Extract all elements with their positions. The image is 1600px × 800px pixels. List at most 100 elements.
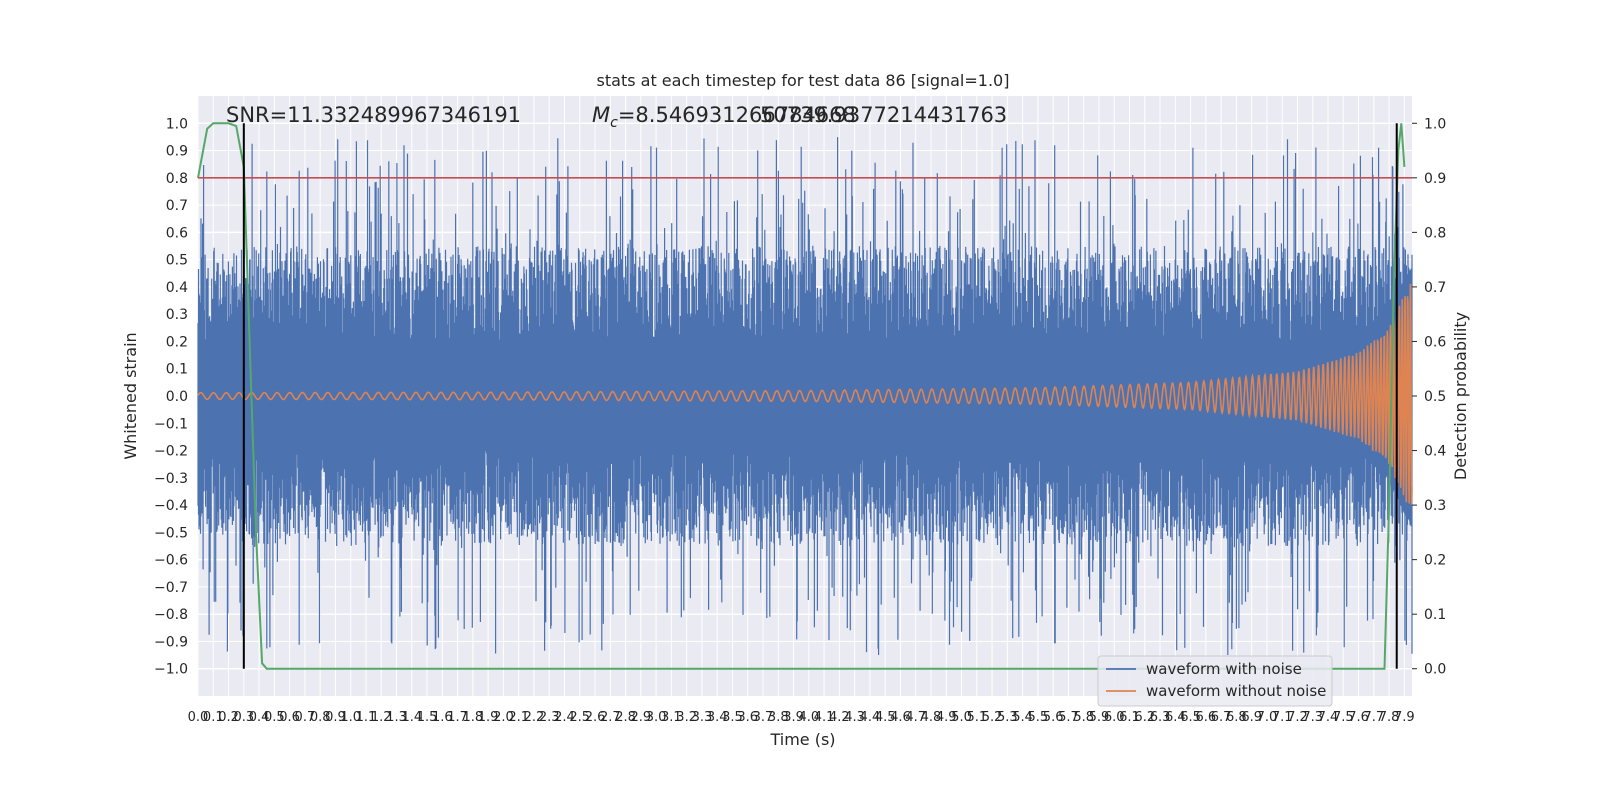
x-tick-label: 3.3 — [692, 710, 713, 725]
x-tick-label: 3.8 — [768, 710, 789, 725]
x-tick-label: 7.1 — [1272, 710, 1293, 725]
y-axis-ticks: −1.0 −0.9 −0.8 −0.7 −0.6 −0.5 −0.4 −0.3 −0.2 −0.1… — [154, 116, 188, 677]
x-tick-label: 7.7 — [1363, 710, 1384, 725]
y2-tick-label: 0.2 — [1424, 553, 1446, 569]
x-tick-label: 5.9 — [1089, 710, 1110, 725]
y2-tick-label: 0.0 — [1424, 662, 1446, 678]
y-tick-label: 1.0 — [166, 116, 188, 132]
x-tick-label: 3.4 — [707, 710, 728, 725]
x-tick-label: 4.7 — [905, 710, 926, 725]
x-tick-label: 7.2 — [1287, 710, 1308, 725]
x-tick-label: 0.7 — [295, 710, 316, 725]
x-tick-label: 5.1 — [966, 710, 987, 725]
x-tick-label: 0.5 — [264, 710, 285, 725]
x-tick-label: 3.0 — [646, 710, 667, 725]
x-tick-label: 3.6 — [737, 710, 758, 725]
mc-symbol: M — [592, 103, 610, 127]
y-tick-label: 0.3 — [166, 307, 188, 323]
x-tick-label: 1.3 — [386, 710, 407, 725]
legend-label-noise: waveform with noise — [1146, 660, 1302, 678]
y-tick-label: −0.2 — [154, 444, 188, 460]
y-tick-label: 0.2 — [166, 334, 188, 350]
y2-tick-label: 0.3 — [1424, 498, 1446, 514]
signal-trace — [197, 283, 1413, 505]
x-tick-label: 4.8 — [921, 710, 942, 725]
x-tick-label: 5.2 — [982, 710, 1003, 725]
x-axis-label: Time (s) — [769, 730, 835, 749]
x-tick-label: 7.9 — [1394, 710, 1415, 725]
x-tick-label: 4.0 — [798, 710, 819, 725]
legend: waveform with noise waveform without noi… — [1097, 655, 1333, 707]
chart-title: stats at each timestep for test data 86 … — [597, 71, 1010, 90]
x-tick-label: 0.8 — [310, 710, 331, 725]
x-tick-label: 5.7 — [1058, 710, 1079, 725]
x-tick-label: 0.9 — [325, 710, 346, 725]
x-tick-label: 7.5 — [1333, 710, 1354, 725]
x-tick-label: 0.1 — [203, 710, 224, 725]
y-tick-label: −0.1 — [154, 416, 188, 432]
x-tick-label: 6.0 — [1104, 710, 1125, 725]
x-tick-label: 0.0 — [188, 710, 209, 725]
y-tick-label: 0.4 — [166, 280, 188, 296]
y-tick-label: −0.3 — [154, 471, 188, 487]
x-axis-ticks: 0.00.10.20.30.40.50.60.70.80.91.01.11.21… — [188, 710, 1415, 725]
x-tick-label: 7.8 — [1379, 710, 1400, 725]
y2-tick-label: 0.6 — [1424, 334, 1446, 350]
x-tick-label: 7.4 — [1318, 710, 1339, 725]
y-tick-label: −0.5 — [154, 525, 188, 541]
y-tick-label: −0.6 — [154, 553, 188, 569]
x-tick-label: 3.9 — [783, 710, 804, 725]
y2-tick-label: 0.4 — [1424, 444, 1446, 460]
y2-axis-label: Detection probability — [1451, 312, 1470, 480]
y-tick-label: 0.7 — [166, 198, 188, 214]
snr-annotation: SNR=11.332489967346191 — [226, 103, 521, 127]
y-tick-label: −0.4 — [154, 498, 188, 514]
x-tick-label: 3.1 — [661, 710, 682, 725]
y-tick-label: −0.8 — [154, 607, 188, 623]
x-tick-label: 4.9 — [936, 710, 957, 725]
x-tick-label: 6.4 — [1165, 710, 1186, 725]
series-detection-probability — [197, 122, 1406, 670]
x-tick-label: 4.6 — [890, 710, 911, 725]
x-tick-label: 2.5 — [569, 710, 590, 725]
x-tick-label: 1.7 — [447, 710, 468, 725]
x-tick-label: 0.3 — [233, 710, 254, 725]
x-tick-label: 0.2 — [218, 710, 239, 725]
y-tick-label: 0.8 — [166, 171, 188, 187]
x-tick-label: 2.3 — [539, 710, 560, 725]
x-tick-label: 5.6 — [1043, 710, 1064, 725]
y-tick-label: 0.0 — [166, 389, 188, 405]
y-tick-label: −1.0 — [154, 662, 188, 678]
y-axis-label: Whitened strain — [121, 332, 140, 459]
x-tick-label: 7.3 — [1302, 710, 1323, 725]
x-tick-label: 1.1 — [356, 710, 377, 725]
mc-annotation: Mc=8.546931266784668 — [592, 103, 856, 131]
y-tick-label: −0.9 — [154, 634, 188, 650]
y2-tick-label: 0.1 — [1424, 607, 1446, 623]
x-tick-label: 1.2 — [371, 710, 392, 725]
x-tick-label: 4.1 — [814, 710, 835, 725]
y2-tick-label: 1.0 — [1424, 116, 1446, 132]
probability-trace — [197, 122, 1406, 670]
x-tick-label: 5.5 — [1028, 710, 1049, 725]
x-tick-label: 6.1 — [1119, 710, 1140, 725]
x-tick-label: 4.2 — [829, 710, 850, 725]
x-tick-label: 1.9 — [478, 710, 499, 725]
x-tick-label: 2.2 — [524, 710, 545, 725]
x-tick-label: 6.3 — [1150, 710, 1171, 725]
x-tick-label: 1.5 — [417, 710, 438, 725]
x-tick-label: 6.2 — [1134, 710, 1155, 725]
x-tick-label: 2.0 — [493, 710, 514, 725]
x-tick-label: 3.2 — [676, 710, 697, 725]
x-tick-label: 4.3 — [844, 710, 865, 725]
reference-lines — [198, 123, 1412, 669]
x-tick-label: 6.7 — [1211, 710, 1232, 725]
x-tick-label: 6.6 — [1196, 710, 1217, 725]
x-tick-label: 2.6 — [585, 710, 606, 725]
x-tick-label: 5.8 — [1073, 710, 1094, 725]
x-tick-label: 6.5 — [1180, 710, 1201, 725]
x-tick-label: 3.5 — [722, 710, 743, 725]
legend-box — [1097, 655, 1333, 707]
legend-label-signal: waveform without noise — [1146, 682, 1326, 700]
series-waveform-without-noise — [197, 283, 1413, 505]
